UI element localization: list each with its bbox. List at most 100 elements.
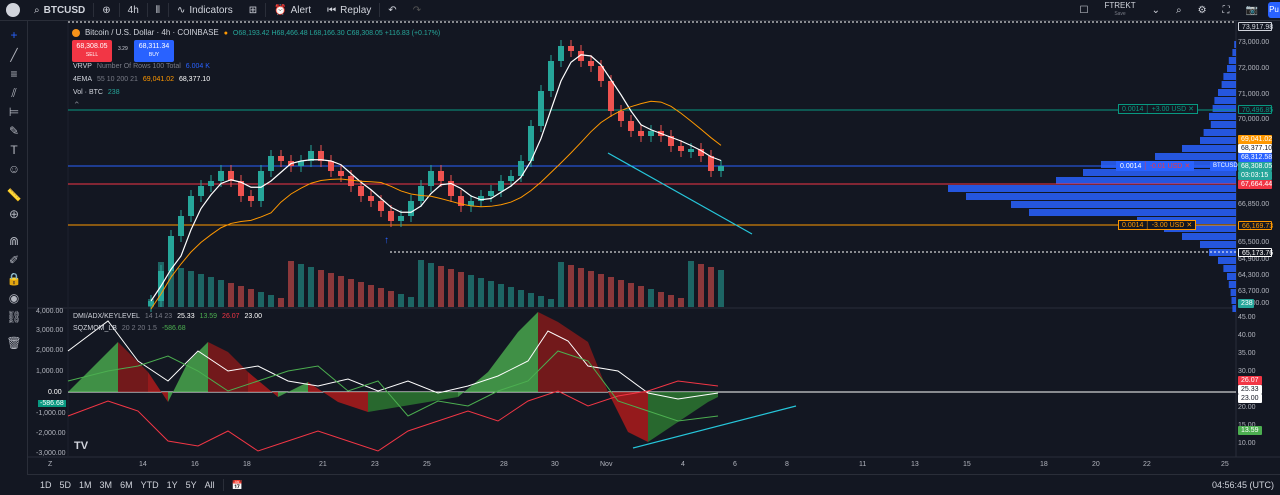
clock: 04:56:45 (UTC) bbox=[1211, 480, 1274, 490]
indicators-button[interactable]: ∿ Indicators bbox=[177, 4, 233, 16]
volume-profile-bar bbox=[966, 193, 1236, 200]
price-tick: 64,900.00 bbox=[1238, 256, 1270, 263]
text-icon[interactable]: T bbox=[10, 143, 18, 157]
osc-tick: -1,000.00 bbox=[36, 410, 66, 417]
redo-button[interactable]: ↷ bbox=[405, 0, 429, 21]
volume-profile-bar bbox=[1232, 305, 1236, 312]
candle-body bbox=[228, 171, 234, 181]
stop-loss-level[interactable]: 0.0014 │ -3.00 USD ✕ bbox=[1118, 220, 1197, 230]
crosshair-icon[interactable]: + bbox=[10, 28, 18, 42]
link-icon[interactable]: ⛓ bbox=[6, 310, 22, 324]
templates-button[interactable]: ⊞ bbox=[241, 0, 265, 21]
timeframe-all[interactable]: All bbox=[204, 480, 215, 490]
trash-icon[interactable]: 🗑 bbox=[6, 336, 22, 350]
layouts-menu[interactable]: ⌄ bbox=[1144, 0, 1168, 21]
time-tick: 22 bbox=[1143, 461, 1151, 468]
timeframe-5d[interactable]: 5D bbox=[59, 480, 72, 490]
publish-button[interactable]: Pu bbox=[1268, 2, 1280, 18]
ruler-icon[interactable]: 📏 bbox=[6, 188, 22, 202]
layout-toggle[interactable]: ☐ bbox=[1072, 0, 1097, 21]
timeframe-3m[interactable]: 3M bbox=[99, 480, 113, 490]
timeframe-1y[interactable]: 1Y bbox=[166, 480, 178, 490]
volume-profile-bar bbox=[1029, 209, 1236, 216]
zoom-icon[interactable]: ⊕ bbox=[8, 207, 20, 221]
snapshot-button[interactable]: 📷 bbox=[1238, 0, 1266, 21]
volume-profile-bar bbox=[1200, 137, 1236, 144]
take-profit-level[interactable]: 0.0014 │ +3.00 USD ✕ bbox=[1118, 104, 1198, 114]
buy-button[interactable]: 68,311.34 BUY bbox=[134, 40, 174, 62]
timeframe-6m[interactable]: 6M bbox=[120, 480, 133, 490]
timeframe-5y[interactable]: 5Y bbox=[185, 480, 197, 490]
volume-profile-bar bbox=[1210, 121, 1236, 128]
settings-button[interactable]: ⚙ bbox=[1190, 0, 1215, 21]
sqz-area bbox=[538, 312, 558, 392]
layout-name[interactable]: FTREKT Save bbox=[1104, 1, 1136, 18]
user-avatar[interactable] bbox=[6, 3, 20, 17]
magnet-icon[interactable]: ⋒ bbox=[8, 234, 20, 248]
candle-body bbox=[558, 46, 564, 61]
volume-profile-bar bbox=[1223, 73, 1236, 80]
volume-profile-bar bbox=[1182, 233, 1236, 240]
interval-button[interactable]: 4h bbox=[127, 4, 139, 16]
alert-button[interactable]: ⏰ Alert bbox=[274, 4, 312, 16]
ema-legend[interactable]: 4EMA 55 10 200 21 69,041.02 68,377.10 bbox=[73, 76, 211, 83]
volume-profile-bar bbox=[1234, 41, 1236, 48]
dmi-legend[interactable]: DMI/ADX/KEYLEVEL 14 14 23 25.33 13.59 26… bbox=[73, 313, 263, 320]
volume-profile-bar bbox=[1203, 129, 1236, 136]
replay-button[interactable]: ⏮ Replay bbox=[327, 4, 372, 16]
dmi-tick: 15.00 bbox=[1234, 422, 1278, 429]
sqz-area bbox=[398, 392, 428, 407]
candle-body bbox=[398, 216, 404, 221]
timeframe-ytd[interactable]: YTD bbox=[140, 480, 159, 490]
dmi-tick: 20.00 bbox=[1238, 404, 1256, 411]
ema-slow-line bbox=[150, 100, 722, 310]
position-icon[interactable]: ⊨ bbox=[8, 105, 20, 119]
sqz-area bbox=[278, 382, 308, 397]
volume-bar bbox=[338, 276, 344, 307]
stay-drawing-icon[interactable]: ✐ bbox=[8, 253, 20, 267]
osc-tick: 2,000.00 bbox=[36, 347, 64, 354]
candle-body bbox=[438, 171, 444, 181]
collapse-legend-icon[interactable]: ⌃ bbox=[73, 100, 81, 110]
candle-body bbox=[318, 151, 324, 161]
candle-body bbox=[358, 186, 364, 196]
timeframe-1d[interactable]: 1D bbox=[40, 480, 52, 490]
entry-level[interactable]: 0.0014 │ -0.01 USD ✕ bbox=[1116, 161, 1195, 171]
dmi-tick: 10.00 bbox=[1238, 440, 1256, 447]
brush-icon[interactable]: ✎ bbox=[8, 124, 20, 138]
quick-search-button[interactable]: ⌕ bbox=[1168, 0, 1190, 21]
fib-icon[interactable]: ≡ bbox=[10, 67, 18, 81]
chart-canvas[interactable]: ↑ bbox=[28, 21, 1280, 474]
replay-icon: ⏮ bbox=[327, 4, 337, 16]
compare-symbol-button[interactable]: ⊕ bbox=[94, 0, 118, 21]
symbol-search[interactable]: ⌕ BTCUSD bbox=[34, 4, 86, 16]
timeframe-1m[interactable]: 1M bbox=[79, 480, 92, 490]
volume-legend[interactable]: Vol · BTC 238 bbox=[73, 89, 120, 96]
eye-icon[interactable]: ◉ bbox=[8, 291, 20, 305]
goto-date-icon[interactable]: 📅 bbox=[231, 479, 243, 490]
volume-bar bbox=[308, 267, 314, 307]
fullscreen-button[interactable]: ⛶ bbox=[1215, 0, 1238, 21]
candle-body bbox=[688, 149, 694, 152]
trend-line-icon[interactable]: ╱ bbox=[10, 48, 18, 62]
undo-button[interactable]: ↶ bbox=[380, 0, 404, 21]
candle-body bbox=[348, 176, 354, 186]
lock-icon[interactable]: 🔒 bbox=[6, 272, 22, 286]
time-tick: 8 bbox=[785, 461, 789, 468]
volume-profile-bar bbox=[1200, 241, 1236, 248]
chart-type-button[interactable]: ⫴ bbox=[148, 0, 168, 21]
sqz-area bbox=[208, 342, 228, 392]
volume-bar bbox=[258, 292, 264, 307]
channel-icon[interactable]: ⫽ bbox=[11, 86, 17, 100]
volume-profile-bar bbox=[1011, 201, 1236, 208]
vrvp-legend[interactable]: VRVP Number Of Rows 100 Total 6.004 K bbox=[73, 63, 210, 70]
volume-bar bbox=[208, 277, 214, 307]
adx-tag: 25.33 bbox=[1238, 385, 1262, 394]
sell-button[interactable]: 68,308.05 SELL bbox=[72, 40, 112, 62]
plus-circle-icon: ⊕ bbox=[102, 4, 111, 16]
sqzmom-legend[interactable]: SQZMOM_LB 20 2 20 1.5 -586.68 bbox=[73, 325, 186, 332]
emoji-icon[interactable]: ☺ bbox=[7, 162, 21, 176]
volume-bar bbox=[268, 295, 274, 307]
volume-bar bbox=[598, 274, 604, 307]
time-tick: 15 bbox=[963, 461, 971, 468]
